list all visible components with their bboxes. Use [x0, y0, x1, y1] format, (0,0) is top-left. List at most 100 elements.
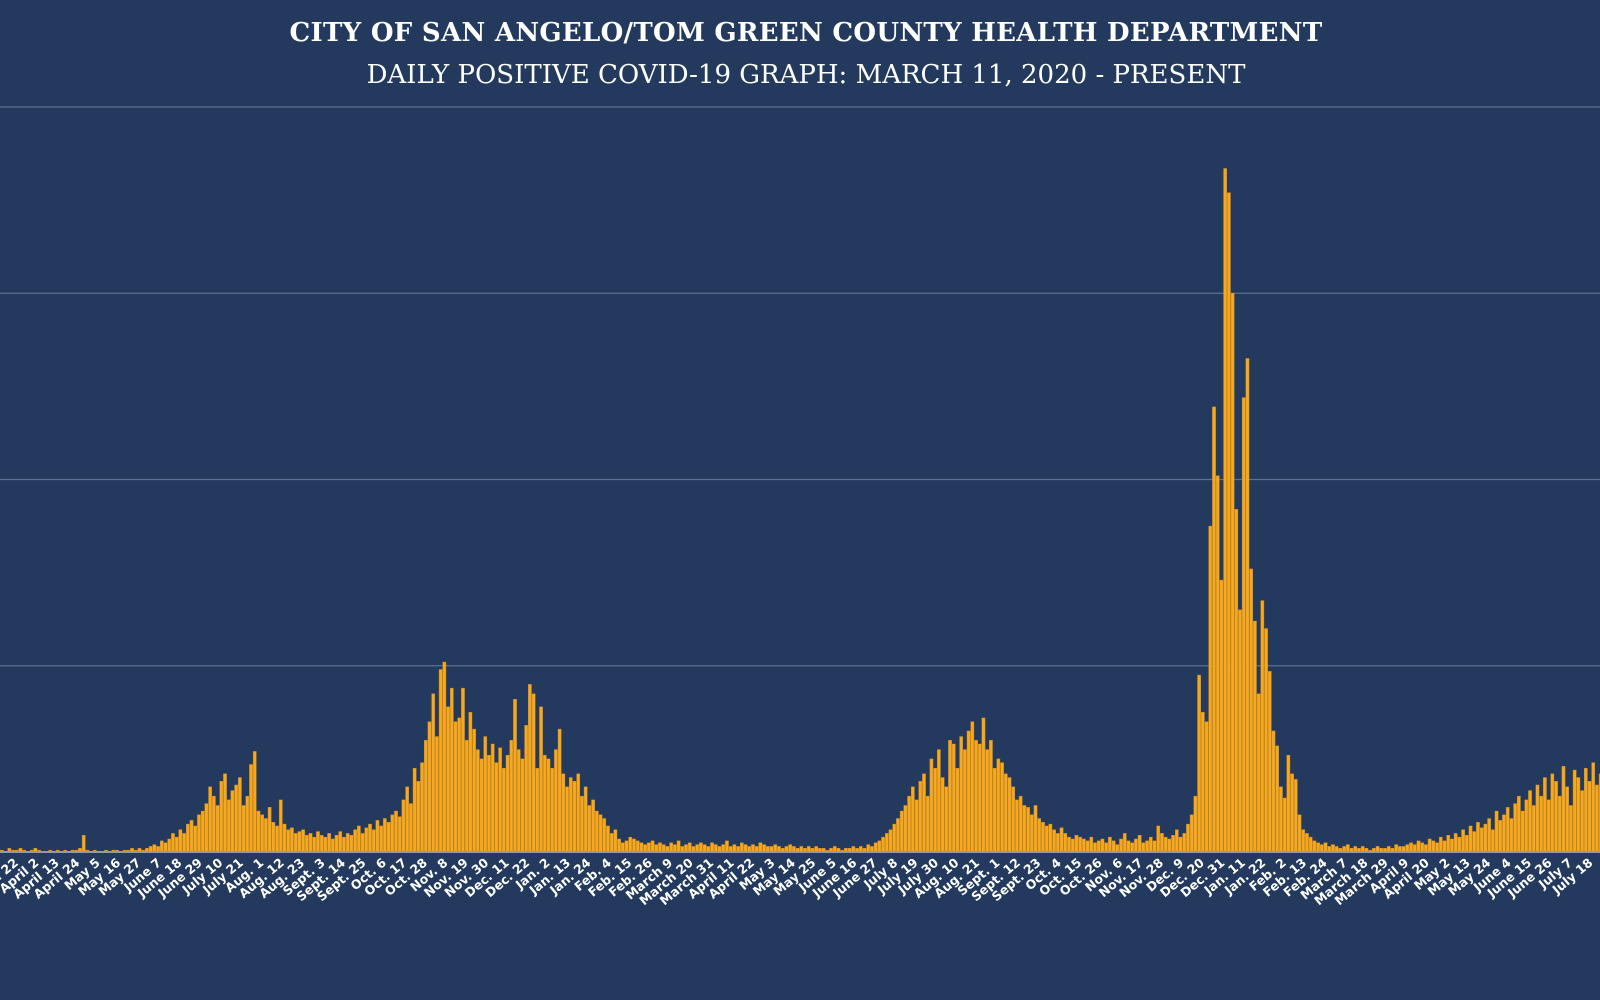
bar: [1108, 836, 1112, 853]
bar: [1148, 836, 1153, 853]
bar: [1126, 840, 1131, 853]
bar: [505, 754, 510, 853]
bar: [1178, 836, 1183, 853]
bar: [721, 844, 726, 853]
bar: [647, 842, 651, 853]
gridlines: [0, 106, 1600, 667]
bar: [509, 740, 514, 853]
bar: [1323, 842, 1328, 853]
bar: [286, 829, 291, 853]
bar: [1535, 784, 1540, 853]
bar: [643, 844, 647, 853]
bar: [959, 736, 963, 853]
bar: [1156, 825, 1161, 853]
bar: [204, 803, 209, 853]
bar: [591, 799, 595, 853]
bar: [223, 773, 227, 853]
bar: [963, 749, 967, 853]
bar: [1513, 803, 1517, 853]
bar: [1453, 833, 1458, 853]
bar: [661, 844, 666, 853]
bar: [1461, 829, 1465, 853]
bar: [1331, 844, 1335, 853]
bar: [1539, 795, 1543, 853]
bar: [1033, 805, 1038, 853]
bar: [911, 786, 915, 853]
bar: [751, 844, 755, 853]
bar: [1487, 818, 1491, 853]
chart-title: CITY OF SAN ANGELO/TOM GREEN COUNTY HEAL…: [289, 18, 1323, 48]
bar: [1394, 844, 1398, 853]
bar: [1457, 836, 1462, 853]
bar: [1405, 844, 1410, 853]
bar: [650, 840, 655, 853]
bar: [234, 784, 238, 853]
bar: [1517, 795, 1521, 853]
bar: [1267, 671, 1272, 853]
bar: [1412, 844, 1417, 853]
bar: [226, 799, 231, 853]
bar: [639, 842, 644, 853]
bar: [1152, 840, 1157, 853]
bar: [888, 829, 893, 853]
bar: [1316, 842, 1320, 853]
bar: [966, 730, 971, 853]
bar: [1561, 766, 1566, 853]
bar: [1290, 773, 1294, 853]
bar: [929, 758, 934, 853]
bar: [955, 767, 960, 853]
bar: [1550, 773, 1555, 853]
bar: [896, 818, 900, 853]
bar: [531, 693, 536, 853]
bar: [1000, 762, 1004, 853]
bar: [903, 805, 908, 853]
bar: [899, 810, 904, 853]
bar: [290, 827, 294, 853]
bar: [159, 840, 164, 853]
bar: [331, 838, 335, 853]
bar: [1215, 475, 1220, 853]
chart-subtitle: DAILY POSITIVE COVID-19 GRAPH: MARCH 11,…: [366, 60, 1246, 90]
bar: [256, 810, 261, 853]
bars: [0, 168, 1600, 853]
bar: [1082, 838, 1086, 853]
bar: [635, 840, 640, 853]
bar: [1465, 835, 1469, 853]
bar: [1059, 827, 1064, 853]
bar: [546, 758, 551, 853]
bar: [405, 786, 409, 853]
bar: [1093, 842, 1097, 853]
bar: [1468, 825, 1473, 853]
bar: [1037, 818, 1042, 853]
bar: [565, 786, 569, 853]
bar: [1275, 745, 1280, 853]
bar: [1007, 777, 1012, 853]
bar: [357, 825, 361, 853]
bar: [487, 754, 491, 853]
bar: [1070, 838, 1075, 853]
bar: [1041, 822, 1045, 853]
bar: [212, 795, 216, 853]
bar: [241, 805, 246, 853]
bar: [1301, 829, 1306, 853]
bar: [1520, 810, 1525, 853]
bar: [948, 740, 952, 853]
bar: [427, 721, 432, 853]
bar: [215, 805, 220, 853]
bar: [1286, 754, 1291, 853]
bar: [925, 795, 930, 853]
bar: [1141, 842, 1146, 853]
bar: [1145, 840, 1149, 853]
bar: [1201, 712, 1205, 853]
bar: [985, 749, 990, 853]
bar: [1015, 799, 1019, 853]
bar: [524, 725, 528, 853]
bar: [1119, 838, 1123, 853]
bar: [498, 747, 502, 853]
bar: [992, 767, 997, 853]
bar: [583, 786, 588, 853]
bar: [1446, 835, 1451, 853]
bar: [974, 740, 978, 853]
bar: [1505, 807, 1510, 853]
